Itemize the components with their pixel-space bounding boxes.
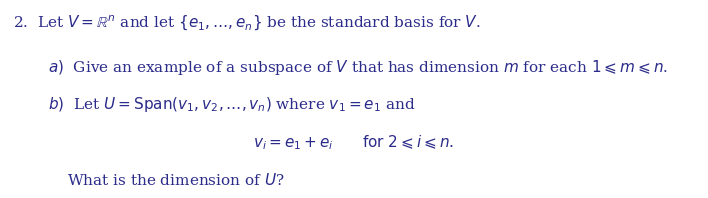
Text: 2.  Let $V = \mathbb{R}^n$ and let $\{e_1,\ldots,e_n\}$ be the standard basis fo: 2. Let $V = \mathbb{R}^n$ and let $\{e_1…: [13, 14, 481, 33]
Text: $b)$  Let $U = \mathrm{Span}(v_1, v_2,\ldots, v_n)$ where $v_1 = e_1$ and: $b)$ Let $U = \mathrm{Span}(v_1, v_2,\ld…: [48, 95, 416, 114]
Text: $v_i = e_1 + e_i \qquad \text{for } 2 \leqslant i \leqslant n.$: $v_i = e_1 + e_i \qquad \text{for } 2 \l…: [253, 133, 455, 152]
Text: $a)$  Give an example of a subspace of $V$ that has dimension $m$ for each $1 \l: $a)$ Give an example of a subspace of $V…: [48, 58, 668, 77]
Text: What is the dimension of $U$?: What is the dimension of $U$?: [67, 172, 285, 188]
